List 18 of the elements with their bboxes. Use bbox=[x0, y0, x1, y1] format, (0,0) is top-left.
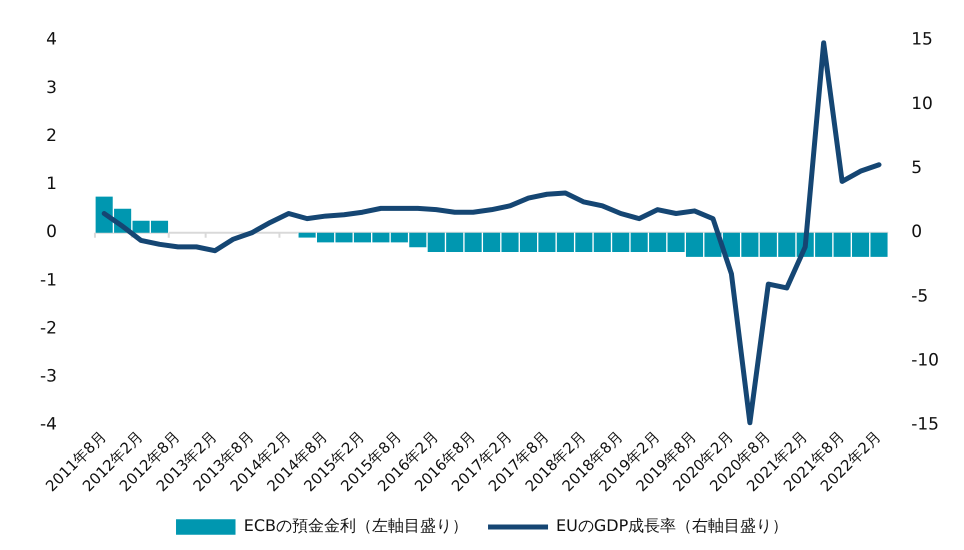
y2-tick-label: 5 bbox=[911, 158, 922, 178]
y-tick-label: -3 bbox=[40, 366, 57, 387]
y2-tick-label: -5 bbox=[911, 286, 928, 306]
y-tick-label: -1 bbox=[40, 270, 57, 290]
y-tick-label: -4 bbox=[40, 414, 57, 435]
y-tick-label: 2 bbox=[46, 126, 57, 146]
y2-tick-label: -10 bbox=[911, 350, 940, 371]
y-tick-label: -2 bbox=[40, 318, 57, 338]
y-tick-label: 0 bbox=[46, 222, 57, 242]
y-tick-label: 3 bbox=[46, 78, 57, 98]
y2-tick-label: 10 bbox=[911, 94, 933, 114]
y-tick-label: 1 bbox=[46, 174, 57, 194]
y-tick-label: 4 bbox=[46, 30, 57, 50]
y2-tick-label: -15 bbox=[911, 414, 940, 435]
legend-label: ECBの預金金利（左軸目盛り） bbox=[244, 516, 468, 536]
legend-label: EUのGDP成長率（右軸目盛り） bbox=[556, 516, 788, 536]
y2-tick-label: 15 bbox=[911, 30, 933, 50]
y2-tick-label: 0 bbox=[911, 222, 922, 242]
